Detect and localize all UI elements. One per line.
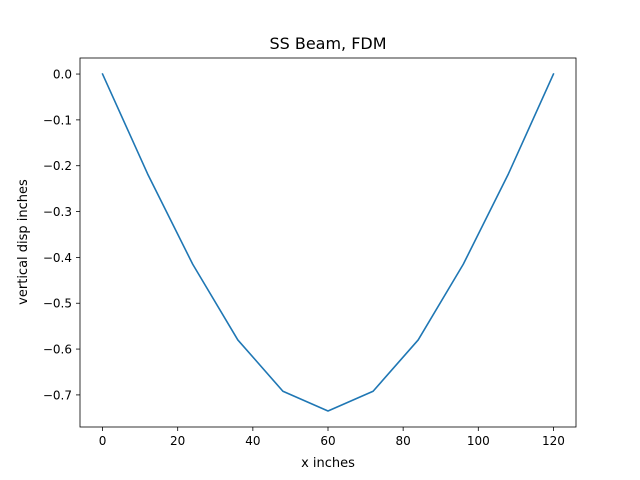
- y-tick-label: 0.0: [53, 68, 72, 82]
- x-tick-label: 40: [245, 434, 260, 448]
- x-tick-label: 100: [467, 434, 490, 448]
- x-tick-label: 120: [542, 434, 565, 448]
- x-tick-label: 60: [320, 434, 335, 448]
- y-tick-label: −0.5: [43, 297, 72, 311]
- y-tick-label: −0.6: [43, 343, 72, 357]
- x-tick-label: 80: [396, 434, 411, 448]
- chart-title: SS Beam, FDM: [269, 34, 386, 53]
- series-layer: [101, 72, 555, 412]
- plot-frame: [79, 57, 577, 428]
- y-tick-label: −0.1: [43, 113, 72, 127]
- y-tick-label: −0.7: [43, 388, 72, 402]
- x-axis: 0 20 40 60 80 100 120: [99, 427, 565, 448]
- y-tick-label: −0.4: [43, 251, 72, 265]
- y-tick-label: −0.2: [43, 159, 72, 173]
- x-tick-label: 0: [99, 434, 107, 448]
- y-axis-label: vertical disp inches: [16, 179, 31, 305]
- series-line: [101, 72, 555, 412]
- x-tick-label: 20: [170, 434, 185, 448]
- y-tick-label: −0.3: [43, 205, 72, 219]
- y-axis: 0.0 −0.1 −0.2 −0.3 −0.4 −0.5 −0.6 −0.7: [43, 68, 80, 402]
- x-axis-label: x inches: [301, 456, 355, 471]
